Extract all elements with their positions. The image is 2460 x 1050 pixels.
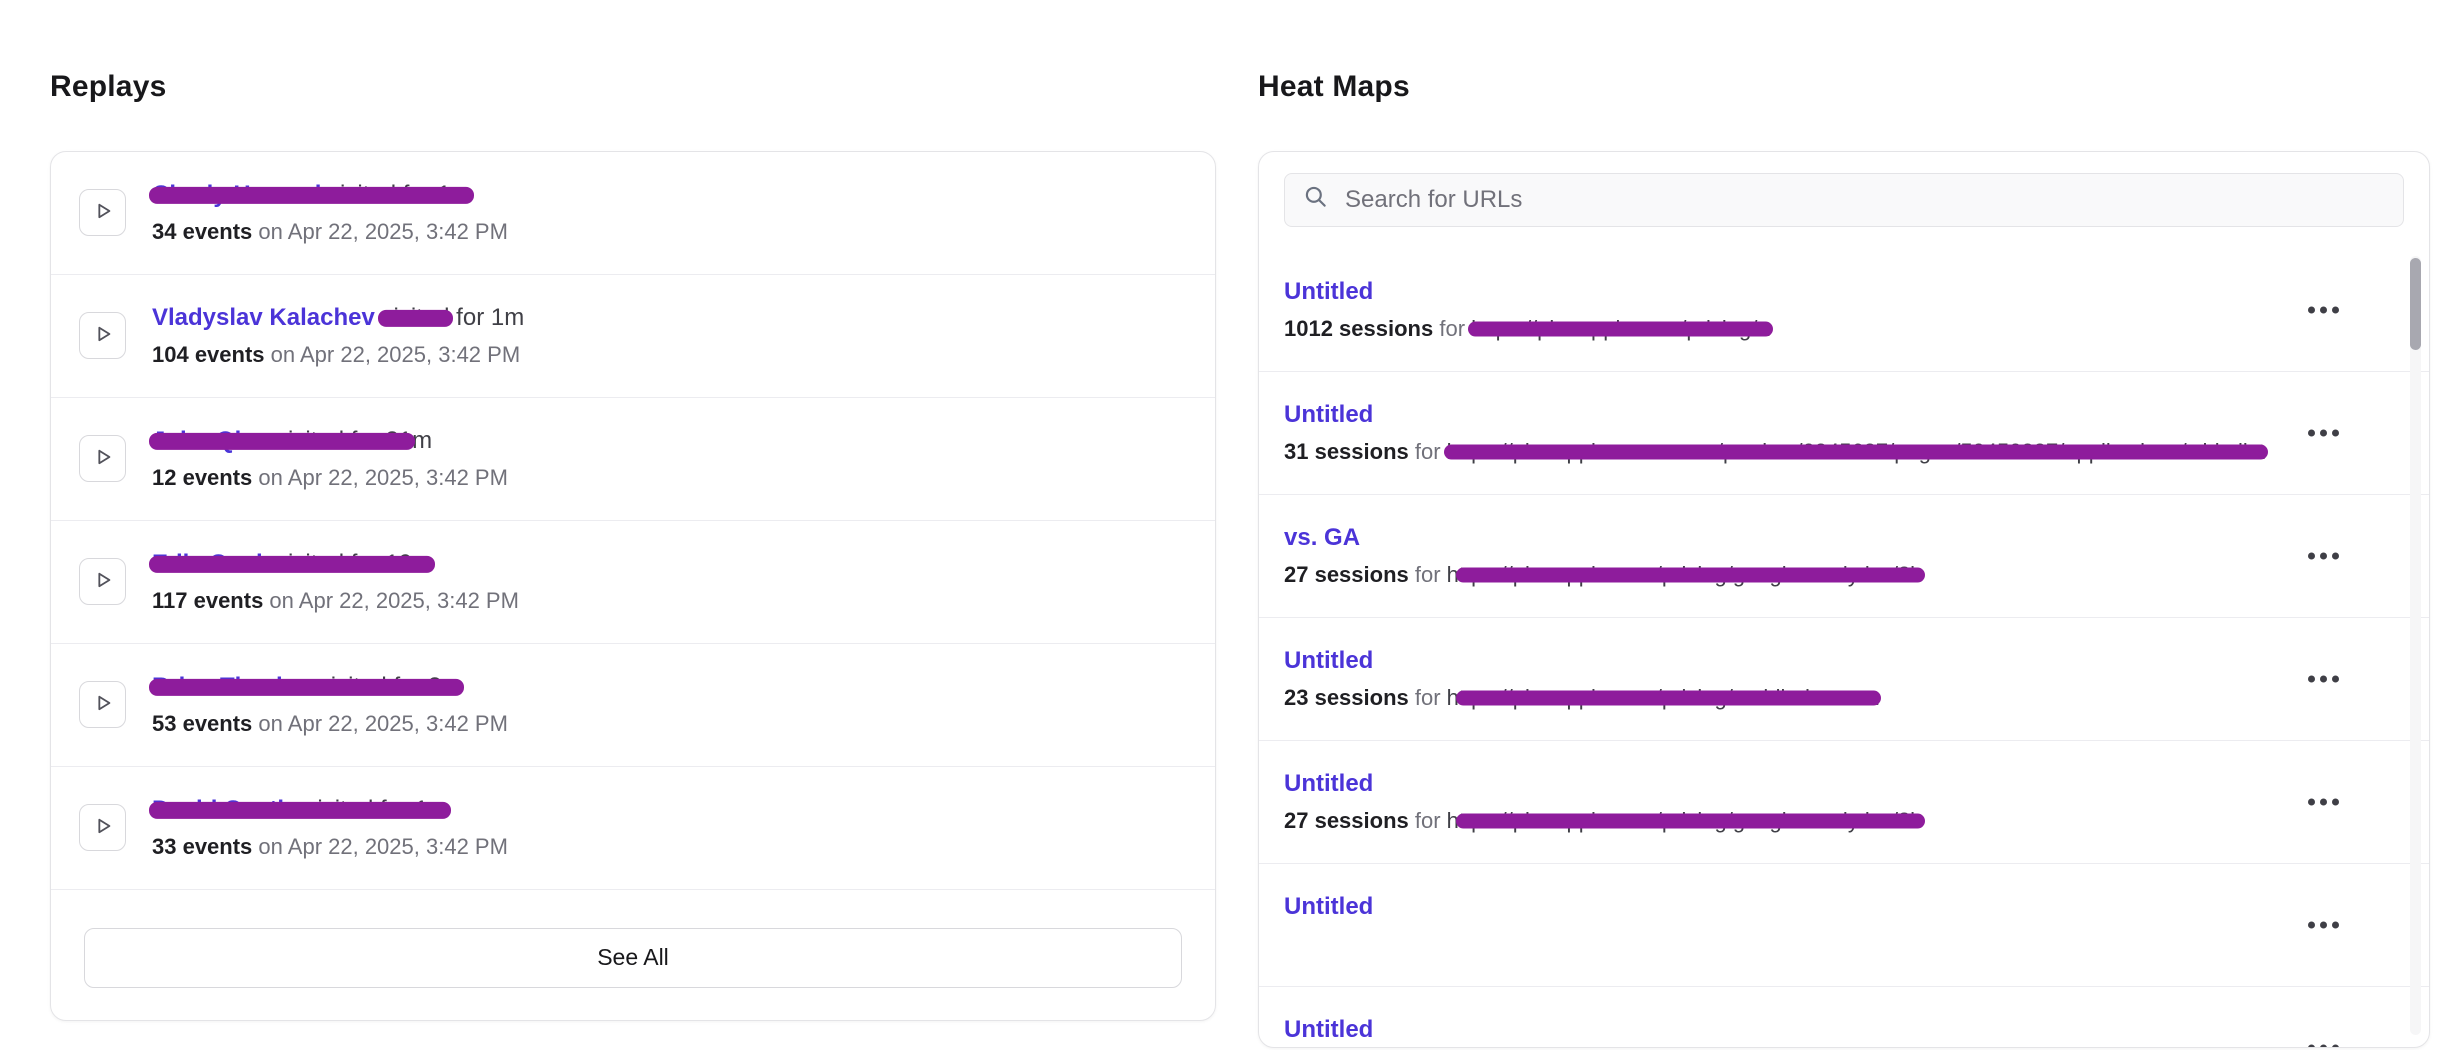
heatmap-title-link[interactable]: Untitled	[1284, 893, 1374, 921]
more-options-button[interactable]	[2298, 665, 2349, 692]
event-meta: 117 events on Apr 22, 2025, 3:42 PM	[152, 588, 519, 614]
heatmap-row: Untitled 23 sessions for https://pineapp…	[1259, 618, 2429, 741]
replays-title: Replays	[50, 69, 167, 103]
heatmap-row: Untitled	[1259, 864, 2429, 987]
visitor-line: Edie Cook visited for 19m	[152, 549, 519, 579]
play-icon	[92, 569, 114, 594]
redacted-url: ttps://pineapple.com/pricing/google-anal…	[1458, 562, 1923, 588]
play-icon	[92, 692, 114, 717]
see-all-button[interactable]: See All	[84, 927, 1182, 988]
play-button[interactable]	[79, 558, 126, 606]
replay-row: Vladyslav Kalachev visited for 1m 104 ev…	[51, 275, 1215, 398]
sessions-line: 31 sessions for https://pineapple.commer…	[1284, 439, 2265, 465]
redacted-text: visited	[381, 304, 450, 332]
event-meta: 34 events on Apr 22, 2025, 3:42 PM	[152, 219, 508, 245]
heatmap-title-link[interactable]: Untitled	[1284, 1016, 1374, 1044]
redacted-url: https://pineapple.com/pricing/a	[1471, 316, 1770, 342]
ellipsis-icon	[2308, 429, 2315, 437]
visitor-line: Brian Thacker visited for 3m	[152, 672, 508, 702]
more-options-button[interactable]	[2298, 788, 2349, 815]
replay-row: Edie Cook visited for 19m 117 events on …	[51, 521, 1215, 644]
sessions-line: 1012 sessions for https://pineapple.com/…	[1284, 316, 1770, 342]
replays-card: Charly Howard visited for 1m 34 events o…	[50, 150, 1216, 1021]
heatmaps-title: Heat Maps	[1258, 69, 1410, 103]
heatmap-row: Untitled	[1259, 987, 2429, 1047]
play-button[interactable]	[79, 189, 126, 237]
scrollbar-track[interactable]	[2410, 255, 2421, 1035]
url-search-bar	[1284, 172, 2404, 227]
play-icon	[92, 323, 114, 348]
play-button[interactable]	[79, 804, 126, 852]
replays-panel: Replays Charly Howard visited for 1m 34 …	[50, 44, 1216, 1021]
replay-row: Charly Howard visited for 1m 34 events o…	[51, 152, 1215, 275]
sessions-line: 27 sessions for https://pineapple.com/pr…	[1284, 562, 1923, 588]
replay-row: John Qian visited for 21m 12 events on A…	[51, 398, 1215, 521]
visitor-line: John Qian visited for 21m	[152, 427, 433, 455]
ellipsis-icon	[2308, 798, 2315, 806]
redacted-url: https://pineapple.commerce/product/23456…	[1446, 439, 2265, 465]
play-icon	[92, 815, 114, 840]
more-options-button[interactable]	[2298, 1034, 2349, 1047]
heatmap-title-link[interactable]: Untitled	[1284, 278, 1374, 306]
heatmap-title-link[interactable]: Untitled	[1284, 647, 1374, 675]
heatmap-title-link[interactable]: Untitled	[1284, 770, 1374, 798]
scrollbar-thumb[interactable]	[2410, 257, 2421, 350]
visitor-line: Charly Howard visited for 1m	[152, 180, 508, 210]
redacted-text: David Costin visited for 1m	[152, 796, 449, 824]
redacted-url: ttps://pineapple.com/pricing/google-anal…	[1458, 808, 1923, 834]
play-button[interactable]	[79, 435, 126, 483]
redacted-text: Edie Cook visited for 19m	[152, 550, 433, 578]
ellipsis-icon	[2308, 675, 2315, 683]
heatmap-row: Untitled 31 sessions for https://pineapp…	[1259, 372, 2429, 495]
play-button[interactable]	[79, 312, 126, 360]
more-options-button[interactable]	[2298, 419, 2349, 446]
heatmap-row: Untitled 27 sessions for https://pineapp…	[1259, 741, 2429, 864]
event-meta: 104 events on Apr 22, 2025, 3:42 PM	[152, 342, 521, 368]
ellipsis-icon	[2308, 921, 2315, 929]
sessions-line: 23 sessions for https://pineapple.com/pr…	[1284, 685, 1879, 711]
heatmap-title-link[interactable]: Untitled	[1284, 401, 1374, 429]
ellipsis-icon	[2308, 306, 2315, 314]
redacted-text: Brian Thacker visited for 3m	[152, 673, 462, 701]
more-options-button[interactable]	[2298, 542, 2349, 569]
redacted-text: John Qian visited for 21	[152, 427, 413, 455]
event-meta: 53 events on Apr 22, 2025, 3:42 PM	[152, 711, 508, 737]
heatmaps-panel: Heat Maps Untitled 1012 sessions for htt…	[1258, 44, 2430, 1048]
sessions-line	[1284, 931, 2319, 957]
redacted-url: ttps://pineapple.com/pricing/mobile-heat…	[1458, 685, 1879, 711]
replay-row: David Costin visited for 1m 33 events on…	[51, 767, 1215, 890]
more-options-button[interactable]	[2298, 296, 2349, 323]
event-meta: 33 events on Apr 22, 2025, 3:42 PM	[152, 834, 508, 860]
heatmap-title-link[interactable]: vs. GA	[1284, 524, 1361, 552]
heatmap-row: Untitled 1012 sessions for https://pinea…	[1259, 249, 2429, 372]
search-icon	[1303, 184, 1329, 215]
event-meta: 12 events on Apr 22, 2025, 3:42 PM	[152, 465, 508, 491]
more-options-button[interactable]	[2298, 911, 2349, 938]
redacted-text: Charly Howard visited for 1m	[152, 181, 471, 209]
heatmap-row: vs. GA 27 sessions for https://pineapple…	[1259, 495, 2429, 618]
heatmaps-card: Untitled 1012 sessions for https://pinea…	[1258, 150, 2430, 1048]
play-button[interactable]	[79, 681, 126, 729]
visitor-line: David Costin visited for 1m	[152, 795, 508, 825]
sessions-line: 27 sessions for https://pineapple.com/pr…	[1284, 808, 1923, 834]
replay-row: Brian Thacker visited for 3m 53 events o…	[51, 644, 1215, 767]
search-input[interactable]	[1343, 184, 2385, 215]
play-icon	[92, 446, 114, 471]
visitor-line: Vladyslav Kalachev visited for 1m	[152, 304, 525, 332]
ellipsis-icon	[2308, 552, 2315, 560]
play-icon	[92, 200, 114, 225]
ellipsis-icon	[2308, 1044, 2315, 1047]
